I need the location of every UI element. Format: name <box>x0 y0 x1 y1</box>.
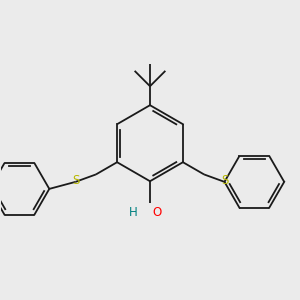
Text: H: H <box>129 206 138 219</box>
Text: O: O <box>153 206 162 219</box>
Text: S: S <box>221 174 228 187</box>
Text: S: S <box>72 174 79 187</box>
